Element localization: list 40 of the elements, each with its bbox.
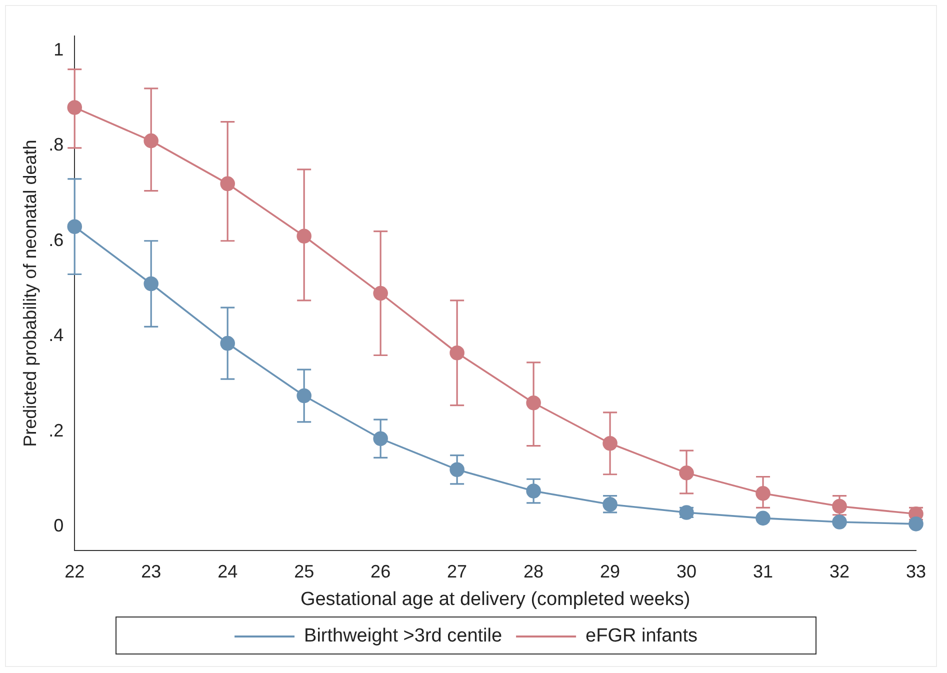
y-axis-title: Predicted probability of neonatal death xyxy=(20,140,40,447)
point xyxy=(602,436,618,451)
y-tick-label: .6 xyxy=(48,230,64,250)
point xyxy=(832,498,847,514)
x-tick-label: 29 xyxy=(600,561,620,582)
x-axis-title: Gestational age at delivery (completed weeks) xyxy=(300,588,690,610)
y-tick-label: .4 xyxy=(48,325,64,346)
x-tick-label: 31 xyxy=(753,561,774,582)
x-tick-label: 32 xyxy=(829,561,850,582)
point xyxy=(526,395,541,410)
y-tick-label: 1 xyxy=(54,39,64,60)
x-tick-label: 28 xyxy=(524,561,544,582)
point xyxy=(220,176,235,192)
x-tick-label: 25 xyxy=(294,561,314,582)
point xyxy=(144,276,158,292)
point xyxy=(756,486,770,501)
x-tick-label: 30 xyxy=(676,561,697,582)
x-tick-label: 23 xyxy=(141,561,162,582)
point xyxy=(679,466,694,480)
point xyxy=(832,514,847,530)
x-tick-label: 26 xyxy=(370,561,391,582)
legend-label: Birthweight >3rd centile xyxy=(304,626,502,647)
point xyxy=(373,431,388,446)
point xyxy=(526,484,541,498)
x-tick-label: 24 xyxy=(218,561,238,582)
point xyxy=(450,462,464,477)
point xyxy=(220,336,235,351)
point xyxy=(144,133,158,148)
point xyxy=(450,345,464,360)
x-tick-label: 22 xyxy=(64,561,85,582)
point xyxy=(373,286,388,301)
y-tick-label: 0 xyxy=(54,516,64,536)
y-tick-label: .8 xyxy=(48,134,64,155)
y-tick-label: .2 xyxy=(48,420,64,440)
point xyxy=(296,228,312,244)
legend-label: eFGR infants xyxy=(586,626,698,647)
x-tick-label: 27 xyxy=(447,561,468,582)
point xyxy=(296,388,312,404)
point xyxy=(756,510,770,526)
x-tick-label: 33 xyxy=(906,561,926,582)
